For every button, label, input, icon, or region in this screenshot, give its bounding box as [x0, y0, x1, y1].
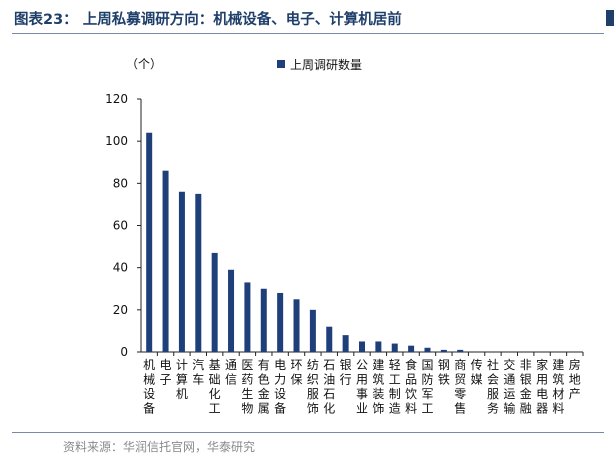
bar — [424, 347, 431, 352]
x-category-label: 机械设备 — [143, 358, 155, 416]
bar — [309, 309, 316, 352]
x-category-label: 房地产 — [569, 357, 581, 401]
bar — [178, 191, 185, 352]
y-tick-label: 100 — [105, 134, 128, 148]
x-category-label: 通信 — [225, 358, 237, 387]
x-category-labels: 机械设备电子计算机汽车基础化工通信医药生物有色金属电力设备环保纺织服饰石油石化银… — [143, 357, 581, 416]
x-category-label: 纺织服饰 — [307, 358, 319, 416]
bar — [277, 292, 284, 352]
legend-label: 上周调研数量 — [290, 57, 362, 72]
y-tick-label: 40 — [113, 261, 128, 275]
x-category-label: 公用事业 — [356, 358, 368, 416]
bar — [146, 132, 153, 352]
x-category-label: 家用电器 — [536, 357, 548, 416]
y-tick-labels: 0 20 40 60 80 100 120 — [105, 92, 128, 359]
y-tick-label: 120 — [105, 92, 128, 106]
x-category-label: 汽车 — [192, 357, 204, 387]
axes — [137, 98, 584, 356]
bar — [457, 349, 464, 352]
x-category-label: 计算机 — [176, 358, 188, 401]
bar — [293, 299, 300, 352]
bar — [375, 341, 382, 352]
x-category-label: 建筑材料 — [552, 358, 564, 416]
x-category-label: 有色金属 — [258, 358, 270, 416]
x-category-label: 电力设备 — [274, 358, 286, 416]
x-category-label: 非银金融 — [520, 358, 532, 416]
x-category-label: 传媒 — [471, 357, 483, 387]
x-category-label: 石油石化 — [323, 358, 335, 416]
y-tick-label: 60 — [113, 219, 128, 233]
edge-marker — [606, 10, 614, 26]
bar — [228, 269, 235, 352]
bar — [162, 170, 169, 352]
x-category-label: 银行 — [340, 358, 352, 387]
x-category-label: 轻工制造 — [389, 358, 401, 416]
x-category-label: 基础化工 — [209, 358, 221, 416]
y-axis-unit-label: （个） — [126, 57, 162, 71]
bar — [260, 288, 267, 352]
title-divider — [12, 33, 604, 34]
bar — [391, 343, 398, 352]
x-category-label: 钢铁 — [438, 358, 450, 387]
x-category-label: 商贸零售 — [454, 357, 466, 416]
x-category-label: 交通运输 — [503, 357, 515, 416]
x-category-label: 医药生物 — [241, 358, 253, 416]
bar — [359, 341, 365, 352]
y-tick-label: 80 — [113, 176, 128, 190]
bar — [195, 193, 202, 352]
x-category-label: 社会服务 — [487, 357, 499, 416]
bar — [342, 335, 349, 352]
legend-swatch — [277, 60, 285, 68]
bar — [244, 282, 251, 352]
source-note: 资料来源：华润信托官网，华泰研究 — [63, 440, 256, 454]
bar — [440, 349, 447, 352]
x-category-label: 建筑装饰 — [372, 358, 384, 416]
bar — [211, 252, 218, 352]
y-tick-label: 20 — [113, 303, 128, 317]
x-category-label: 国防军工 — [421, 358, 433, 416]
x-category-label: 环保 — [291, 358, 303, 387]
source-divider — [12, 432, 604, 433]
chart-title: 图表23： 上周私募调研方向：机械设备、电子、计算机居前 — [14, 12, 402, 28]
bar — [408, 345, 415, 352]
x-category-label: 电子 — [160, 358, 172, 387]
bars — [146, 132, 464, 352]
bar — [326, 326, 333, 352]
x-category-label: 食品饮料 — [405, 357, 417, 416]
y-tick-label: 0 — [120, 345, 128, 359]
